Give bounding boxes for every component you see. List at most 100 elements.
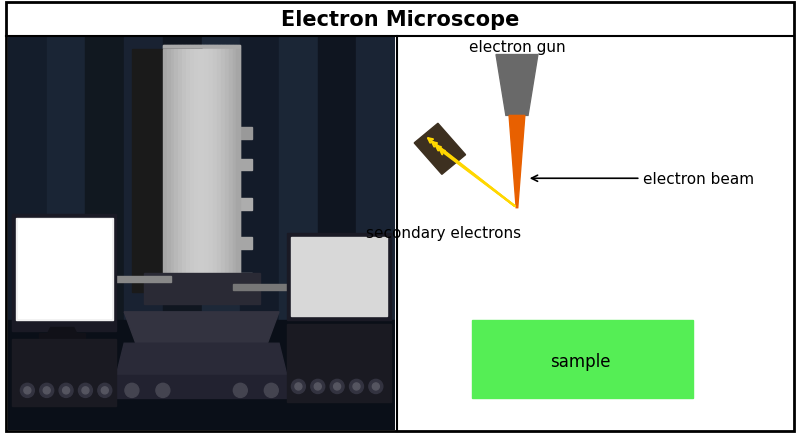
Circle shape [82,387,89,394]
Circle shape [78,383,93,398]
Bar [163,38,202,320]
Bar [217,49,221,293]
Circle shape [334,383,341,390]
Bar [190,49,194,293]
Text: sample: sample [550,352,610,370]
Bar [186,49,190,293]
Bar [186,46,190,281]
Polygon shape [105,375,298,398]
Text: electron beam: electron beam [531,171,754,186]
Bar [318,38,357,320]
Bar [194,46,198,281]
Polygon shape [414,124,466,175]
Circle shape [24,387,31,394]
Bar [8,320,395,430]
Bar [206,46,210,281]
Bar [124,38,163,320]
Polygon shape [143,273,260,304]
Circle shape [234,383,247,398]
Circle shape [125,383,139,398]
Bar [12,339,117,406]
Polygon shape [132,49,202,293]
Circle shape [98,383,112,398]
Bar [178,49,182,293]
Bar [286,324,391,402]
Polygon shape [86,277,170,283]
Bar [182,46,186,281]
Bar [178,46,182,281]
Bar [39,334,86,343]
Text: secondary electrons: secondary electrons [366,226,522,241]
Bar [202,49,206,293]
Bar [166,46,170,281]
Circle shape [102,387,108,394]
Polygon shape [124,312,279,343]
Bar [290,238,387,316]
Bar [357,38,395,320]
Bar [221,49,225,293]
Circle shape [291,379,306,394]
Bar [214,46,217,281]
Bar [174,46,178,281]
Polygon shape [496,56,538,116]
Bar [163,46,166,281]
Bar [225,49,229,293]
Bar [46,38,86,320]
Circle shape [372,383,379,390]
Bar [214,49,217,293]
Polygon shape [46,328,78,335]
Ellipse shape [78,274,93,286]
Circle shape [350,379,363,394]
Polygon shape [117,343,286,375]
Circle shape [310,379,325,394]
Bar [151,238,252,250]
Circle shape [330,379,344,394]
Bar [86,38,124,320]
Text: Electron Microscope: Electron Microscope [281,10,519,30]
Bar [210,46,214,281]
Circle shape [156,383,170,398]
Bar [170,46,174,281]
Bar [174,49,178,293]
Polygon shape [163,46,240,49]
Bar [286,233,391,320]
Bar [233,46,237,281]
Bar [279,38,318,320]
Circle shape [40,383,54,398]
Bar [229,49,233,293]
Bar [163,49,166,293]
Bar [237,49,240,293]
Circle shape [369,379,383,394]
Circle shape [314,383,322,390]
Bar [210,49,214,293]
Ellipse shape [74,271,97,288]
Bar [8,38,46,320]
Bar [237,46,240,281]
Bar [240,38,279,320]
Bar [225,46,229,281]
Circle shape [59,383,73,398]
Bar [12,214,117,332]
Bar [190,46,194,281]
Circle shape [353,383,360,390]
Bar [194,49,198,293]
Text: electron gun: electron gun [469,40,566,55]
Circle shape [20,383,34,398]
Bar [471,320,693,398]
Circle shape [62,387,70,394]
Polygon shape [509,116,525,208]
Bar [202,38,240,320]
Bar [198,46,202,281]
Bar [217,46,221,281]
Bar [233,49,237,293]
Bar [221,46,225,281]
Circle shape [264,383,278,398]
Bar [198,49,202,293]
Bar [229,46,233,281]
Circle shape [295,383,302,390]
Bar [151,198,252,210]
Bar [202,46,206,281]
Circle shape [43,387,50,394]
Bar [182,49,186,293]
Bar [151,159,252,171]
